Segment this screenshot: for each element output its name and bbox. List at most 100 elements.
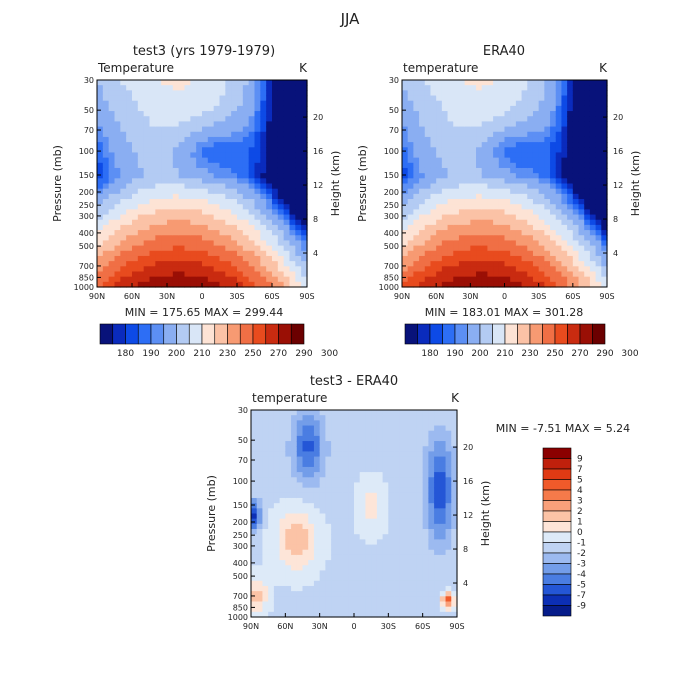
contour-cell: [447, 271, 454, 278]
contour-cell: [126, 224, 133, 231]
contour-cell: [430, 193, 437, 200]
contour-cell: [137, 266, 145, 273]
contour-cell: [202, 136, 209, 143]
contour-cell: [453, 147, 460, 154]
contour-cell: [584, 276, 591, 283]
contour-cell: [120, 80, 127, 86]
contour-cell: [319, 415, 326, 421]
contour-cell: [453, 178, 460, 185]
contour-cell: [336, 446, 344, 452]
contour-cell: [97, 105, 104, 112]
contour-cell: [550, 162, 557, 169]
contour-cell: [289, 121, 296, 128]
contour-cell: [291, 435, 298, 442]
contour-cell: [254, 276, 261, 283]
contour-cell: [504, 250, 511, 257]
contour-cell: [336, 585, 344, 592]
contour-cell: [348, 425, 355, 432]
contour-cell: [424, 245, 432, 252]
contour-cell: [132, 95, 139, 102]
contour-cell: [476, 121, 483, 128]
contour-cell: [225, 204, 232, 210]
contour-cell: [319, 580, 326, 587]
contour-cell: [296, 570, 304, 577]
contour-cell: [424, 157, 432, 164]
contour-cell: [108, 188, 116, 195]
contour-cell: [416, 544, 424, 551]
contour-cell: [301, 80, 308, 86]
contour-cell: [336, 466, 344, 473]
contour-cell: [413, 240, 420, 247]
contour-cell: [436, 111, 443, 117]
contour-cell: [388, 420, 395, 427]
contour-cell: [451, 596, 458, 603]
contour-cell: [422, 585, 429, 592]
contour-cell: [388, 539, 395, 546]
contour-cell: [295, 157, 302, 164]
contour-cell: [399, 503, 407, 509]
contour-cell: [342, 580, 349, 587]
contour-cell: [439, 544, 447, 551]
contour-cell: [445, 565, 452, 572]
contour-cell: [242, 235, 250, 242]
contour-cell: [416, 425, 424, 432]
contour-cell: [219, 240, 226, 247]
contour-cell: [371, 472, 378, 478]
contour-cell: [102, 219, 110, 226]
contour-cell: [114, 142, 121, 148]
contour-cell: [248, 147, 256, 154]
contour-cell: [447, 230, 454, 236]
contour-cell: [476, 261, 483, 267]
contour-cell: [120, 214, 127, 221]
contour-cell: [595, 271, 602, 278]
contour-cell: [132, 193, 139, 200]
contour-cell: [273, 513, 281, 520]
contour-cell: [481, 136, 489, 143]
contour-cell: [411, 456, 418, 463]
pressure-tick-label: 250: [79, 201, 94, 210]
contour-cell: [405, 585, 412, 592]
contour-cell: [382, 591, 389, 597]
contour-cell: [422, 518, 429, 525]
contour-cell: [213, 136, 221, 143]
contour-cell: [342, 446, 349, 452]
contour-cell: [451, 580, 458, 587]
contour-cell: [342, 503, 349, 509]
contour-cell: [268, 472, 275, 478]
colorbar-swatch: [214, 323, 228, 345]
contour-cell: [532, 204, 540, 210]
contour-cell: [527, 116, 534, 122]
contour-cell: [439, 441, 447, 447]
contour-cell: [260, 250, 267, 257]
pressure-tick-label: 100: [384, 147, 399, 156]
contour-cell: [285, 420, 292, 427]
contour-cell: [279, 534, 286, 540]
contour-cell: [308, 508, 315, 515]
contour-cell: [325, 456, 332, 463]
contour-cell: [331, 575, 338, 582]
contour-cell: [445, 482, 452, 489]
contour-cell: [447, 255, 454, 262]
contour-cell: [184, 281, 191, 288]
contour-cell: [319, 503, 326, 509]
contour-cell: [359, 565, 367, 572]
contour-cell: [561, 100, 568, 107]
contour-cell: [102, 142, 110, 148]
contour-cell: [419, 255, 426, 262]
contour-cell: [439, 508, 447, 515]
contour-cell: [336, 503, 344, 509]
contour-cell: [561, 90, 568, 97]
latitude-tick-label: 90N: [243, 622, 259, 631]
contour-cell: [137, 240, 145, 247]
contour-cell: [538, 162, 545, 169]
contour-cell: [295, 199, 302, 205]
contour-cell: [251, 523, 258, 530]
contour-cell: [308, 539, 315, 546]
contour-cell: [436, 142, 443, 148]
contour-cell: [447, 80, 454, 86]
contour-cell: [504, 111, 511, 117]
contour-cell: [430, 80, 437, 86]
contour-cell: [394, 430, 401, 437]
contour-cell: [487, 255, 494, 262]
contour-cell: [273, 477, 281, 484]
